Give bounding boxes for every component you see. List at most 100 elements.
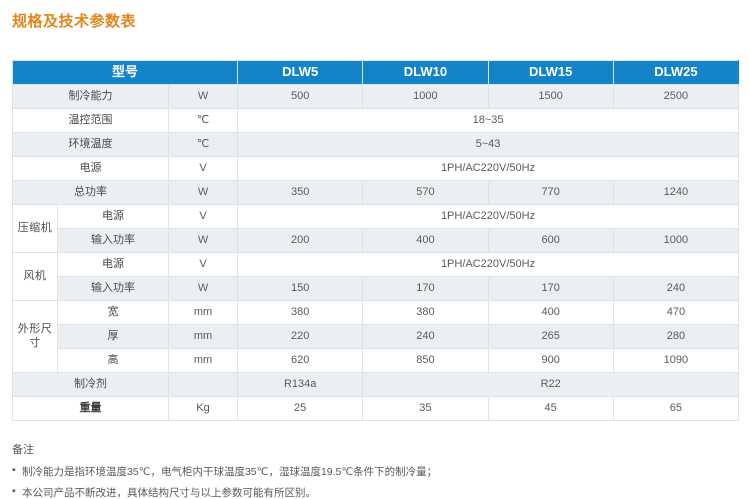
- row-value-dlw15: 770: [487, 180, 614, 205]
- row-value-dlw15: 600: [487, 228, 614, 253]
- table-row: 输入功率 W 200 400 600 1000: [13, 228, 740, 253]
- row-value-dlw5: 25: [237, 396, 364, 421]
- row-value-dlw5: 380: [237, 300, 364, 325]
- row-value-dlw10: 380: [362, 300, 489, 325]
- row-param-label: 高: [57, 348, 169, 373]
- table-row: 电源 V 1PH/AC220V/50Hz: [12, 156, 740, 181]
- row-value-dlw5: 500: [237, 84, 364, 109]
- row-unit: V: [167, 252, 239, 277]
- row-value-dlw25: 280: [612, 324, 740, 349]
- row-value-dlw5: R134a: [237, 372, 364, 397]
- row-unit: W: [167, 84, 239, 109]
- header-cell-dlw10: DLW10: [362, 60, 489, 85]
- table-row: 温控范围 ℃ 18~35: [12, 108, 740, 133]
- row-param-label: 制冷能力: [12, 84, 169, 109]
- row-value-dlw10: 35: [362, 396, 489, 421]
- table-row: 环境温度 ℃ 5~43: [12, 132, 740, 157]
- row-param-label: 制冷剂: [12, 372, 169, 397]
- row-unit: ℃: [167, 108, 239, 133]
- row-param-label: 宽: [57, 300, 169, 325]
- table-head: 型号 DLW5 DLW10 DLW15 DLW25: [11, 60, 740, 85]
- note-text: 本公司产品不断改进，具体结构尺寸与以上参数可能有所区别。: [22, 487, 316, 499]
- row-value-dlw10: 240: [362, 324, 489, 349]
- header-cell-dlw25: DLW25: [612, 60, 740, 85]
- row-param-label: 电源: [12, 156, 169, 181]
- row-value-merged: 5~43: [237, 132, 740, 157]
- row-value-dlw15: 170: [487, 276, 614, 301]
- row-param-label: 温控范围: [12, 108, 169, 133]
- row-value-dlw25: 65: [612, 396, 740, 421]
- row-value-dlw5: 150: [237, 276, 364, 301]
- table-row: 风机 电源 V 1PH/AC220V/50Hz: [12, 252, 740, 301]
- row-value-merged: 1PH/AC220V/50Hz: [237, 252, 740, 277]
- row-param-label: 总功率: [12, 180, 169, 205]
- row-value-dlw10: 170: [362, 276, 489, 301]
- row-param-label: 电源: [57, 252, 169, 277]
- row-unit: W: [167, 180, 239, 205]
- row-value-dlw15: 265: [487, 324, 614, 349]
- row-value-dlw25: 1240: [612, 180, 740, 205]
- table-row: 压缩机 电源 V 1PH/AC220V/50Hz: [12, 204, 740, 253]
- table-row: 厚 mm 220 240 265 280: [13, 324, 740, 349]
- bullet-icon: ▪: [12, 464, 16, 476]
- note-item: ▪ 制冷能力是指环境温度35℃，电气柜内干球温度35℃，湿球温度19.5℃条件下的…: [12, 464, 738, 479]
- row-unit: mm: [167, 324, 239, 349]
- table-row: 重量 Kg 25 35 45 65: [12, 396, 740, 421]
- notes-list: ▪ 制冷能力是指环境温度35℃，电气柜内干球温度35℃，湿球温度19.5℃条件下的…: [12, 464, 738, 499]
- row-unit: mm: [167, 300, 239, 325]
- row-unit: V: [167, 204, 239, 229]
- bullet-icon: ▪: [12, 485, 16, 497]
- table-row: 制冷剂 R134a R22: [12, 372, 740, 397]
- specification-table: 型号 DLW5 DLW10 DLW15 DLW25 制冷能力 W 500 1000 15…: [11, 60, 740, 421]
- row-value-dlw25: 470: [612, 300, 740, 325]
- row-unit: V: [167, 156, 239, 181]
- row-value-dlw15: 400: [487, 300, 614, 325]
- table-row: 高 mm 620 850 900 1090: [13, 348, 740, 373]
- row-value-dlw25: 1000: [612, 228, 740, 253]
- table-body: 制冷能力 W 500 1000 1500 2500 温控范围 ℃ 18~35 环境温度 ℃ 5~43 电…: [12, 84, 740, 421]
- row-param-label: 输入功率: [57, 228, 169, 253]
- row-param-label: 输入功率: [57, 276, 169, 301]
- row-group-label: 风机: [12, 252, 58, 301]
- row-unit: [167, 372, 239, 397]
- row-unit: ℃: [167, 132, 239, 157]
- row-param-label: 环境温度: [12, 132, 169, 157]
- notes-heading: 备注: [12, 444, 34, 456]
- row-value-merged: 1PH/AC220V/50Hz: [237, 156, 740, 181]
- header-cell-dlw15: DLW15: [487, 60, 614, 85]
- row-value-dlw5: 350: [237, 180, 364, 205]
- row-value-dlw5: 620: [237, 348, 364, 373]
- header-row: 型号 DLW5 DLW10 DLW15 DLW25: [11, 60, 740, 85]
- row-param-label: 重量: [12, 396, 169, 421]
- row-value-dlw15: 1500: [487, 84, 614, 109]
- notes-section: 备注 ▪ 制冷能力是指环境温度35℃，电气柜内干球温度35℃，湿球温度19.5℃条…: [12, 441, 738, 499]
- spec-table-container: 型号 DLW5 DLW10 DLW15 DLW25 制冷能力 W 500 1000 15…: [11, 60, 740, 421]
- row-param-label: 厚: [57, 324, 169, 349]
- row-unit: W: [167, 228, 239, 253]
- row-value-merged: 18~35: [237, 108, 740, 133]
- row-value-dlw10: 400: [362, 228, 489, 253]
- row-value-dlw15: 900: [487, 348, 614, 373]
- page-title: 规格及技术参数表: [12, 13, 137, 30]
- row-value-dlw5: 200: [237, 228, 364, 253]
- note-item: ▪ 本公司产品不断改进，具体结构尺寸与以上参数可能有所区别。: [12, 485, 738, 499]
- row-value-dlw10: 570: [362, 180, 489, 205]
- row-unit: W: [167, 276, 239, 301]
- row-value-dlw10: 1000: [362, 84, 489, 109]
- row-value-merged: 1PH/AC220V/50Hz: [237, 204, 740, 229]
- note-text: 制冷能力是指环境温度35℃，电气柜内干球温度35℃，湿球温度19.5℃条件下的制…: [22, 466, 438, 478]
- row-group-label: 外形尺寸: [12, 300, 58, 373]
- table-row: 制冷能力 W 500 1000 1500 2500: [12, 84, 740, 109]
- row-value-dlw25: 1090: [612, 348, 740, 373]
- row-group-label: 压缩机: [12, 204, 58, 253]
- table-row: 外形尺寸宽 mm 380 380 400 470: [12, 300, 740, 373]
- row-value-dlw5: 220: [237, 324, 364, 349]
- row-value-dlw25: 240: [612, 276, 740, 301]
- table-row: 输入功率 W 150 170 170 240: [13, 276, 740, 301]
- row-unit: mm: [167, 348, 239, 373]
- row-value-merged: R22: [362, 372, 740, 397]
- row-value-dlw10: 850: [362, 348, 489, 373]
- row-value-dlw15: 45: [487, 396, 614, 421]
- table-row: 总功率 W 350 570 770 1240: [12, 180, 740, 205]
